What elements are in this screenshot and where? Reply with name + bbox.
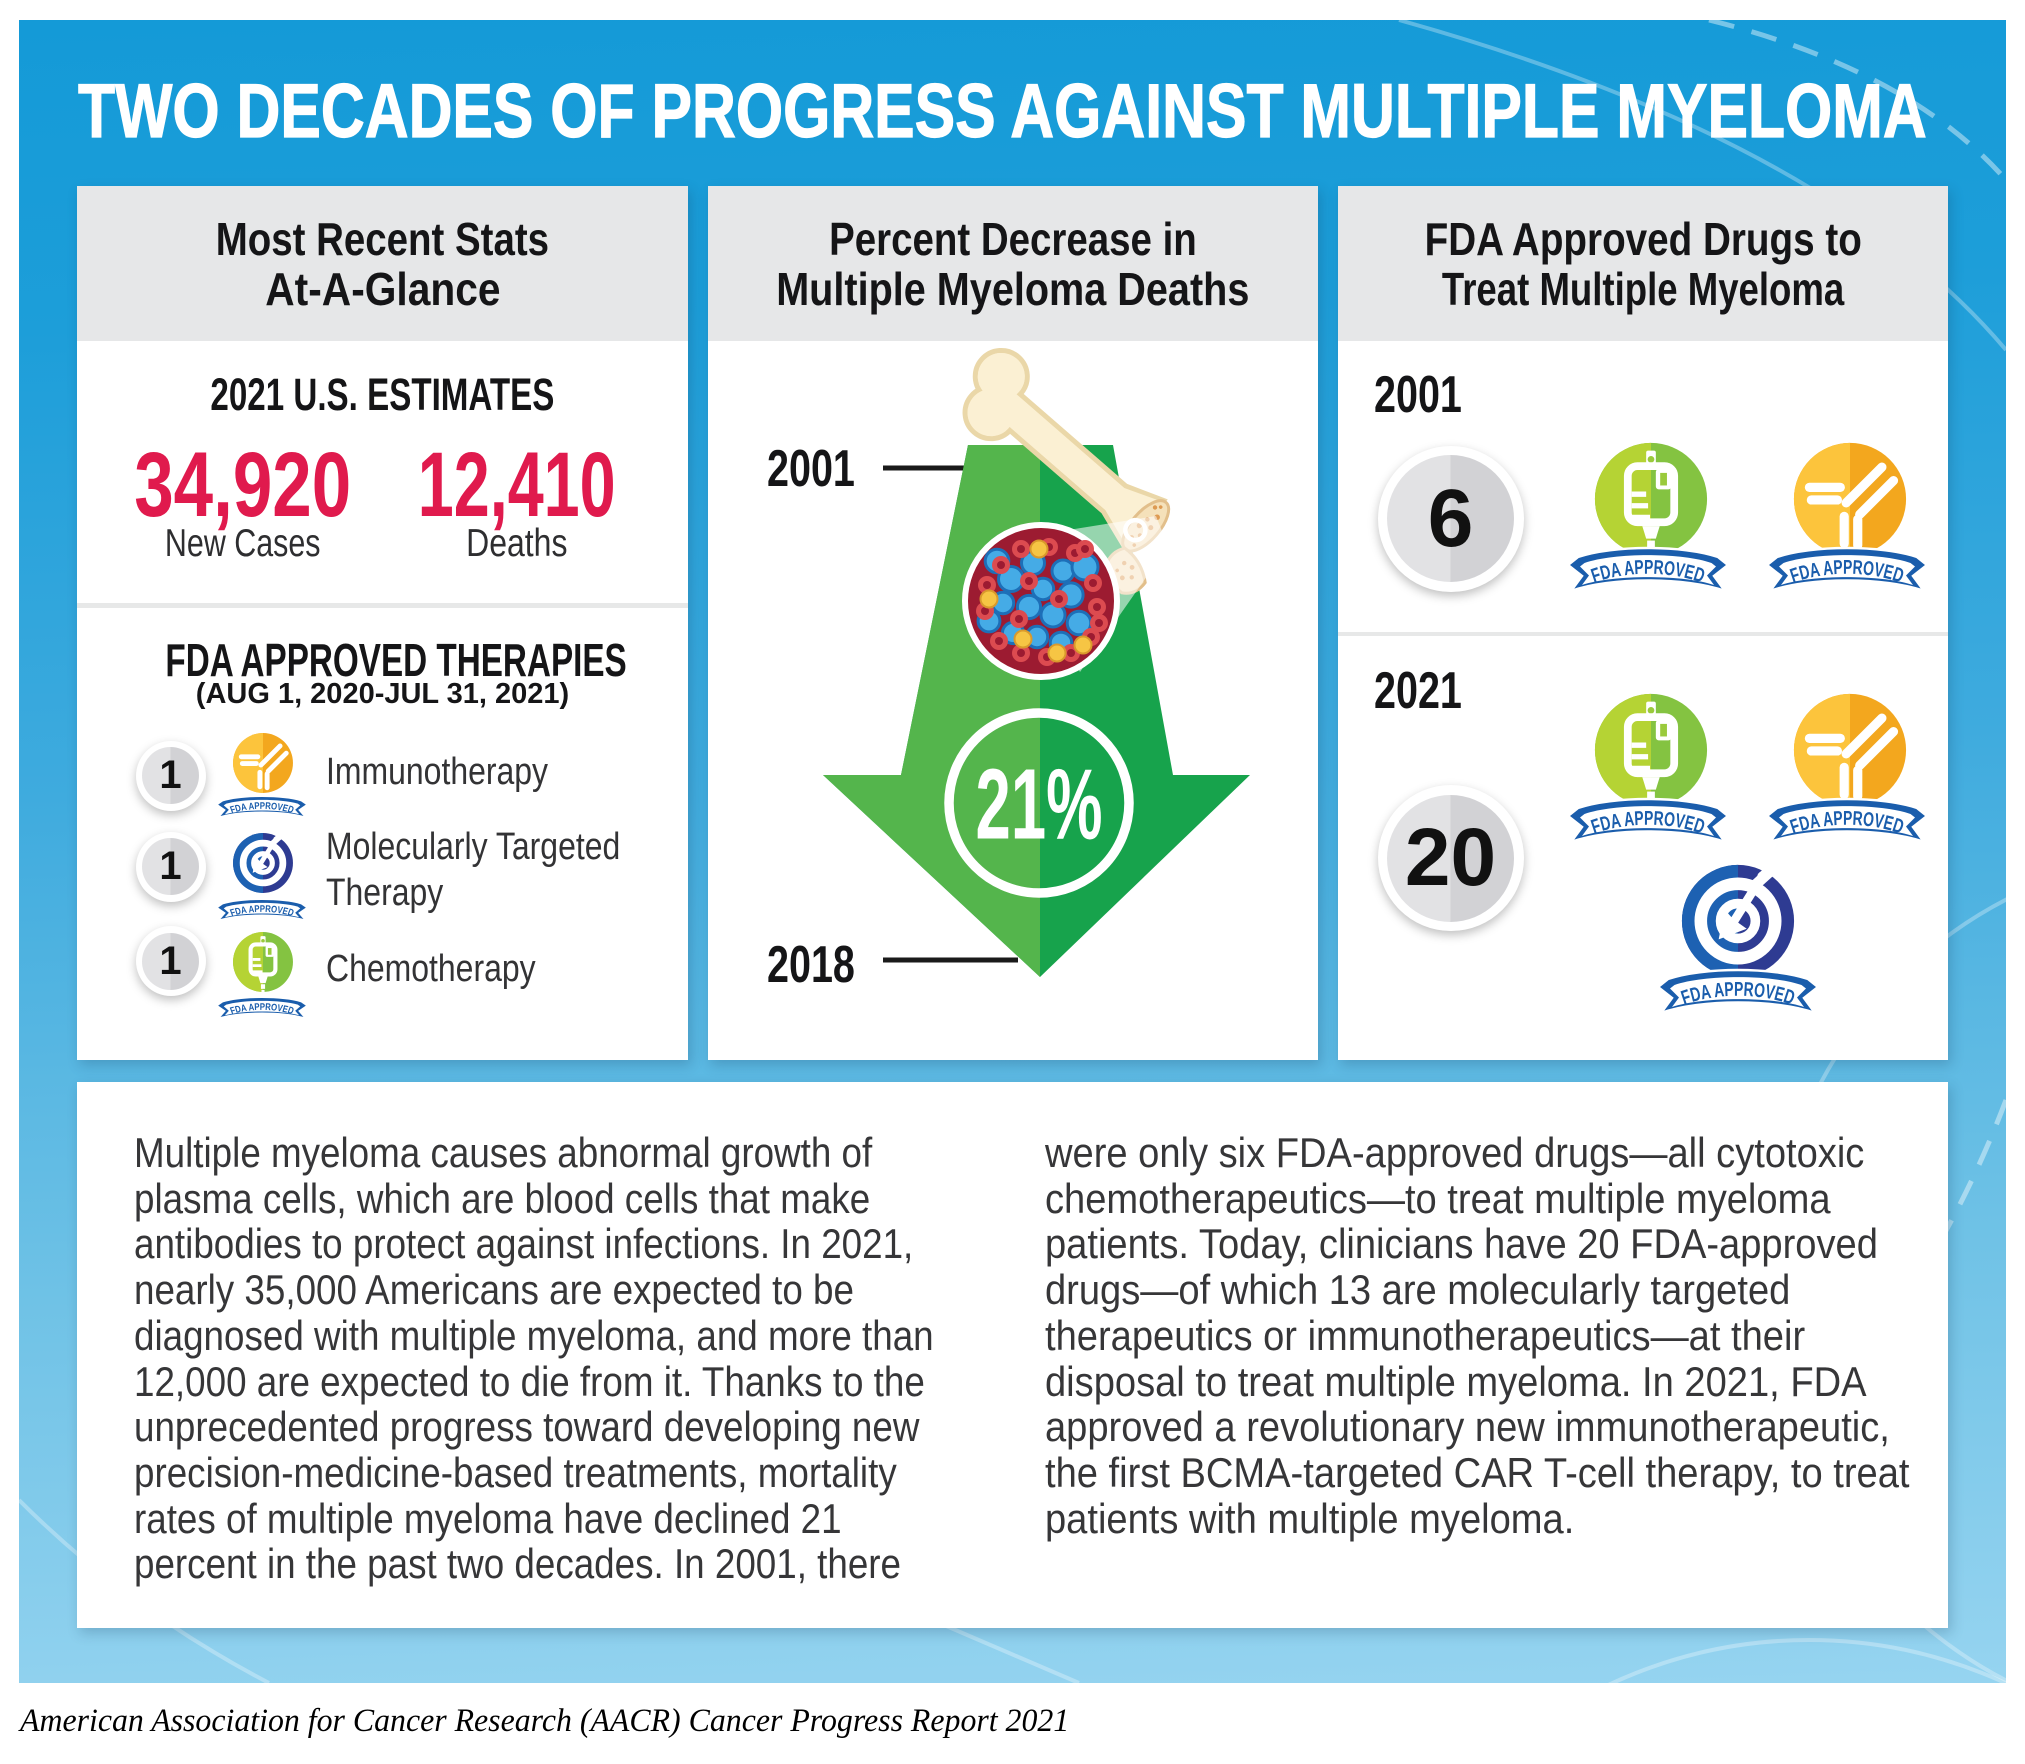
svg-text:2001: 2001 [767,439,855,498]
svg-text:21%: 21% [976,748,1103,860]
svg-text:2018: 2018 [767,935,855,994]
